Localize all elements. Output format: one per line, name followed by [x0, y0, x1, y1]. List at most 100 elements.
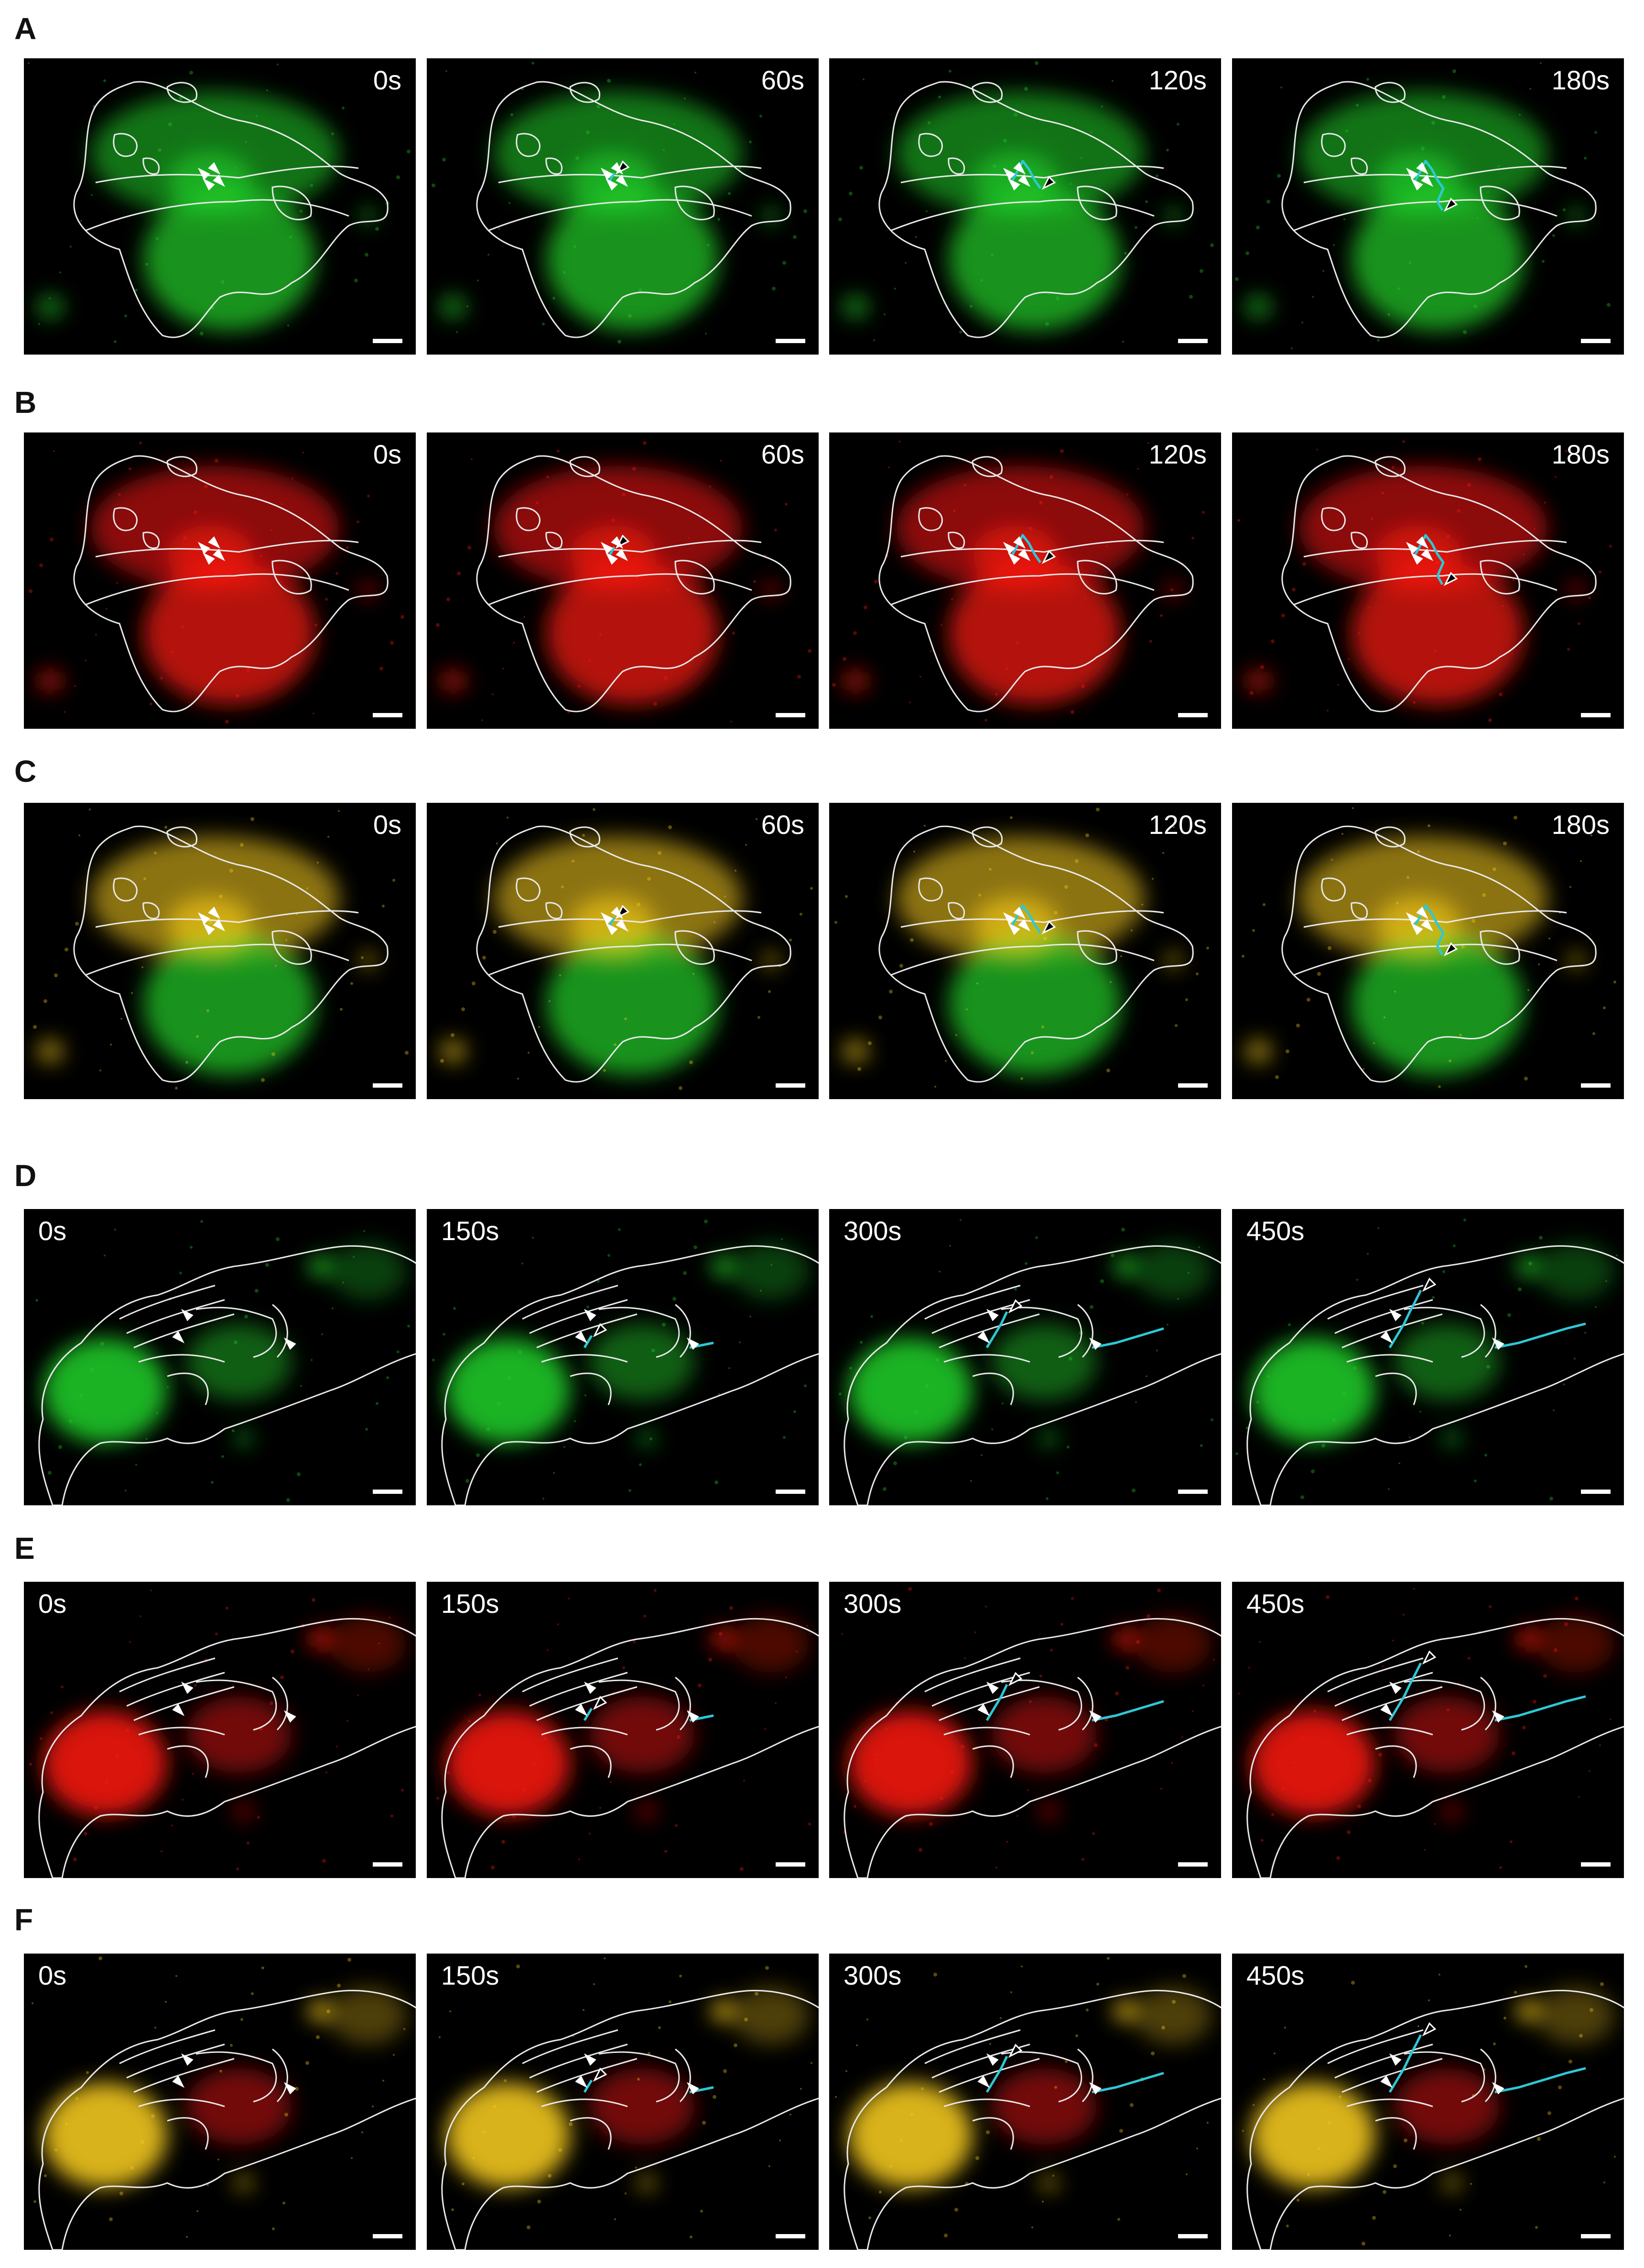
fluorescence-speckle — [28, 62, 30, 64]
fluorescence-speckle — [346, 1720, 348, 1722]
scale-bar — [1581, 1862, 1611, 1867]
fluorescence-speckle — [1537, 2137, 1541, 2141]
fluorescence-speckle — [64, 711, 65, 713]
cell-outline — [1374, 82, 1406, 103]
fluorescence-speckle — [628, 1489, 631, 1492]
fluorescence-signal — [143, 187, 315, 331]
fluorescence-signal — [639, 2176, 654, 2190]
fluorescence-speckle — [491, 1866, 495, 1869]
fluorescence-speckle — [1453, 1244, 1456, 1247]
arrowhead-marker — [1443, 197, 1458, 212]
fluorescence-speckle — [65, 2123, 68, 2126]
fluorescence-speckle — [1291, 347, 1293, 349]
fluorescence-speckle — [49, 297, 51, 299]
fluorescence-speckle — [991, 1428, 993, 1430]
fluorescence-speckle — [1186, 2173, 1188, 2175]
cell-outline — [1334, 1299, 1433, 1334]
fluorescence-speckle — [1408, 261, 1411, 264]
cell-outline — [972, 456, 1003, 477]
fluorescence-speckle — [1578, 622, 1580, 625]
timestamp: 180s — [1551, 810, 1610, 840]
fluorescence-speckle — [757, 1016, 760, 1019]
fluorescence-speckle — [713, 2095, 716, 2099]
fluorescence-speckle — [1514, 816, 1517, 820]
arrowhead-marker — [1013, 536, 1026, 549]
fluorescence-speckle — [692, 973, 694, 975]
cell-outline — [1327, 2029, 1424, 2064]
fluorescence-speckle — [1362, 2242, 1365, 2246]
fluorescence-speckle — [1406, 876, 1409, 879]
fluorescence-speckle — [73, 1858, 77, 1861]
fluorescence-signal — [733, 1615, 809, 1673]
cell-outline — [675, 1676, 691, 1731]
fluorescence-speckle — [1377, 1227, 1379, 1229]
trajectory-track — [1009, 534, 1042, 563]
arrowhead-marker — [575, 2075, 588, 2088]
fluorescence-speckle — [853, 631, 857, 635]
cell-outline — [541, 2098, 628, 2107]
fluorescence-speckle — [1539, 1236, 1543, 1240]
arrowhead-marker — [611, 907, 624, 919]
fluorescence-signal — [1246, 670, 1271, 691]
fluorescence-speckle — [255, 1289, 259, 1293]
fluorescence-speckle — [1347, 1830, 1351, 1834]
fluorescence-speckle — [719, 1632, 723, 1636]
fluorescence-speckle — [1120, 955, 1122, 957]
micrograph-image — [24, 1954, 416, 2250]
cell-outline — [167, 2117, 209, 2150]
fluorescence-speckle — [1292, 1761, 1295, 1764]
arrowhead-marker — [584, 2053, 596, 2066]
fluorescence-speckle — [1502, 605, 1504, 607]
fluorescence-speckle — [717, 218, 720, 221]
arrowhead-marker — [977, 1704, 990, 1717]
arrowhead-marker — [1492, 1710, 1504, 1723]
fluorescence-speckle — [1613, 981, 1616, 983]
fluorescence-signal — [236, 2176, 251, 2190]
fluorescence-speckle — [1131, 929, 1133, 931]
fluorescence-speckle — [1094, 1743, 1098, 1747]
cell-outline — [844, 1989, 1221, 2250]
micrograph-a-1: 0s — [24, 58, 416, 355]
fluorescence-signal — [167, 151, 253, 209]
fluorescence-speckle — [614, 1043, 616, 1046]
fluorescence-speckle — [1468, 1657, 1471, 1660]
cell-outline — [1351, 531, 1368, 549]
fluorescence-speckle — [884, 313, 886, 315]
fluorescence-speckle — [1173, 826, 1175, 828]
fluorescence-speckle — [1538, 963, 1540, 965]
fluorescence-speckle — [1020, 1077, 1023, 1080]
fluorescence-speckle — [981, 1454, 983, 1456]
cell-outline — [271, 185, 312, 220]
arrowhead-marker — [600, 167, 613, 180]
fluorescence-signal — [446, 1338, 570, 1443]
micrograph-image — [427, 1582, 819, 1878]
fluorescence-speckle — [251, 1992, 254, 1995]
cell-outline — [570, 2117, 612, 2150]
fluorescence-speckle — [94, 1806, 98, 1810]
cell-outline — [195, 2051, 277, 2103]
fluorescence-speckle — [471, 458, 473, 460]
fluorescence-speckle — [578, 685, 581, 688]
fluorescence-speckle — [779, 2139, 781, 2141]
fluorescence-speckle — [507, 817, 508, 819]
fluorescence-speckle — [1432, 1296, 1435, 1299]
cell-outline — [133, 1313, 235, 1349]
cell-outline — [272, 1304, 288, 1358]
cell-outline — [1346, 1354, 1433, 1363]
fluorescence-speckle — [1035, 61, 1038, 65]
arrowhead-marker — [1380, 1704, 1393, 1717]
fluorescence-speckle — [1342, 1392, 1346, 1396]
micrograph-b-3: 120s — [829, 432, 1221, 729]
cell-outline — [138, 2098, 225, 2107]
fluorescence-speckle — [211, 1481, 214, 1484]
fluorescence-speckle — [1381, 492, 1384, 495]
cell-outline — [948, 157, 965, 175]
fluorescence-signal — [848, 1338, 973, 1443]
cell-outline — [119, 1657, 216, 1693]
fluorescence-speckle — [1147, 442, 1149, 444]
fluorescence-speckle — [461, 1007, 465, 1011]
fluorescence-speckle — [1260, 665, 1264, 669]
fluorescence-speckle — [578, 1858, 580, 1860]
fluorescence-speckle — [271, 1052, 275, 1056]
fluorescence-speckle — [1486, 1365, 1490, 1369]
